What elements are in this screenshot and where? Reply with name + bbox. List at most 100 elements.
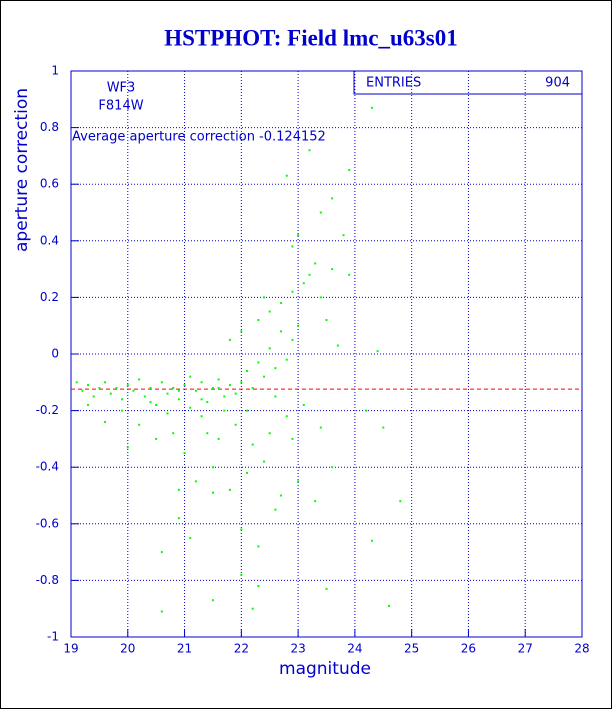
- point: [177, 517, 180, 520]
- point: [314, 500, 317, 503]
- point: [302, 282, 305, 285]
- stats-label: ENTRIES: [366, 76, 421, 91]
- point: [280, 302, 283, 305]
- x-tick-label: 24: [347, 642, 362, 656]
- point: [274, 395, 277, 398]
- point: [325, 587, 328, 590]
- point: [172, 432, 175, 435]
- point: [177, 488, 180, 491]
- point: [155, 437, 158, 440]
- point: [126, 446, 129, 449]
- point: [132, 389, 135, 392]
- point: [370, 539, 373, 542]
- point: [189, 536, 192, 539]
- point: [336, 344, 339, 347]
- point: [291, 245, 294, 248]
- point: [223, 395, 226, 398]
- point: [280, 330, 283, 333]
- point: [200, 381, 203, 384]
- annotation: WF3: [107, 81, 136, 96]
- point: [166, 412, 169, 415]
- point: [109, 392, 112, 395]
- y-tick-label: 1: [51, 64, 59, 78]
- point: [87, 403, 90, 406]
- point: [263, 460, 266, 463]
- point: [211, 386, 214, 389]
- point: [228, 488, 231, 491]
- point: [319, 426, 322, 429]
- point: [183, 452, 186, 455]
- point: [263, 375, 266, 378]
- point: [268, 432, 271, 435]
- point: [160, 551, 163, 554]
- average-label: Average aperture correction -0.124152: [72, 130, 326, 145]
- x-tick-label: 28: [574, 642, 589, 656]
- x-axis-title: magnitude: [279, 659, 371, 679]
- point: [98, 386, 101, 389]
- point: [348, 169, 351, 172]
- point: [297, 234, 300, 237]
- x-tick-label: 23: [290, 642, 305, 656]
- x-tick-label: 25: [404, 642, 419, 656]
- point: [234, 392, 237, 395]
- point: [206, 432, 209, 435]
- point: [285, 415, 288, 418]
- point: [166, 392, 169, 395]
- point: [228, 338, 231, 341]
- point: [217, 378, 220, 381]
- point: [263, 296, 266, 299]
- point: [87, 384, 90, 387]
- point: [189, 375, 192, 378]
- x-tick-label: 27: [518, 642, 533, 656]
- x-tick-label: 20: [120, 642, 135, 656]
- point: [143, 395, 146, 398]
- x-tick-label: 26: [461, 642, 476, 656]
- point: [75, 381, 78, 384]
- point: [177, 389, 180, 392]
- point: [382, 426, 385, 429]
- point: [240, 573, 243, 576]
- y-tick-label: -0.2: [36, 403, 59, 417]
- point: [155, 403, 158, 406]
- point: [274, 508, 277, 511]
- x-tick-label: 22: [234, 642, 249, 656]
- point: [240, 330, 243, 333]
- point: [177, 398, 180, 401]
- point: [376, 350, 379, 353]
- point: [194, 389, 197, 392]
- point: [211, 491, 214, 494]
- point: [285, 358, 288, 361]
- point: [223, 409, 226, 412]
- point: [104, 381, 107, 384]
- point: [348, 273, 351, 276]
- point: [257, 319, 260, 322]
- point: [121, 398, 124, 401]
- x-tick-label: 21: [177, 642, 192, 656]
- y-axis-title: aperture correction: [12, 88, 32, 252]
- y-tick-label: -1: [47, 630, 59, 644]
- point: [104, 420, 107, 423]
- point: [228, 384, 231, 387]
- y-tick-label: 0.8: [40, 120, 59, 134]
- point: [149, 401, 152, 404]
- y-tick-label: -0.8: [36, 573, 59, 587]
- point: [319, 296, 322, 299]
- point: [200, 415, 203, 418]
- point: [246, 471, 249, 474]
- y-tick-label: 0.2: [40, 290, 59, 304]
- point: [387, 604, 390, 607]
- point: [211, 599, 214, 602]
- point: [211, 466, 214, 469]
- point: [257, 545, 260, 548]
- point: [246, 409, 249, 412]
- point: [160, 610, 163, 613]
- point: [308, 273, 311, 276]
- point: [302, 403, 305, 406]
- x-tick-label: 19: [63, 642, 78, 656]
- point: [246, 369, 249, 372]
- point: [314, 262, 317, 265]
- point: [206, 401, 209, 404]
- point: [274, 367, 277, 370]
- point: [257, 585, 260, 588]
